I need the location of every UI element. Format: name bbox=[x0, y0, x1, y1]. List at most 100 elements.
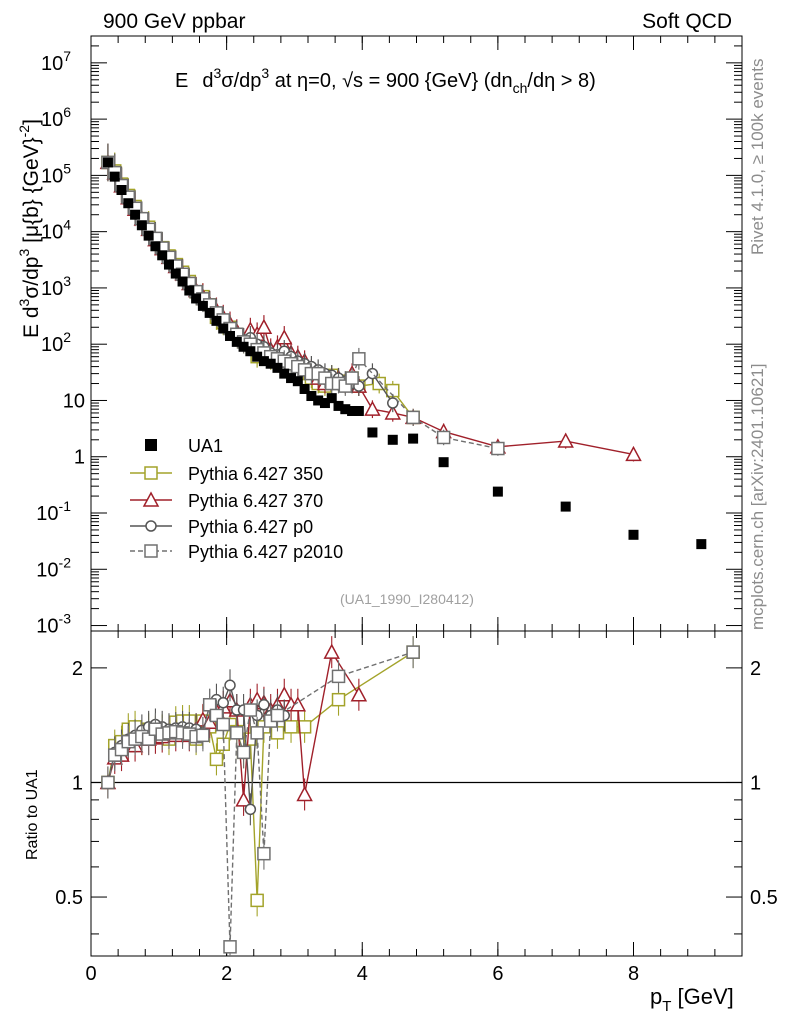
ratio-y-label: Ratio to UA1 bbox=[24, 769, 41, 860]
series-4 bbox=[101, 143, 505, 456]
ratio-point bbox=[101, 775, 115, 790]
x-axis-label: pT [GeV] bbox=[650, 984, 734, 1015]
header-left: 900 GeV ppbar bbox=[103, 10, 245, 33]
data-point bbox=[628, 529, 639, 540]
title-part-end: /dη > 8) bbox=[527, 70, 595, 92]
legend: UA1 Pythia 6.427 350 Pythia 6.427 370 Pythi… bbox=[130, 436, 343, 562]
ylabel-c: σ/dp bbox=[20, 257, 43, 299]
data-point bbox=[625, 445, 642, 462]
data-point bbox=[347, 405, 358, 416]
ylabel-f: -2 bbox=[16, 125, 32, 138]
legend-label: Pythia 6.427 p2010 bbox=[188, 542, 343, 562]
ratio-point bbox=[223, 940, 237, 954]
ratio-axis-ticks: 0 2 4 6 8 0.5 0.5 1 1 2 2 bbox=[55, 631, 778, 985]
legend-marker bbox=[145, 439, 157, 451]
data-point bbox=[177, 276, 188, 287]
ratio-point bbox=[141, 732, 156, 746]
y-tick-label: 10-3 bbox=[36, 611, 71, 638]
ratio-point bbox=[270, 708, 285, 723]
legend-marker bbox=[144, 466, 158, 480]
ratio-point bbox=[217, 696, 229, 709]
x-tick-label: 4 bbox=[357, 963, 368, 985]
title-part-d: d bbox=[202, 70, 213, 92]
data-point bbox=[238, 341, 249, 352]
data-point bbox=[204, 307, 215, 318]
y-tick-label: 10 bbox=[63, 390, 85, 412]
legend-label: Pythia 6.427 350 bbox=[188, 464, 323, 484]
series-line bbox=[107, 162, 394, 404]
xlabel-p: p bbox=[650, 984, 662, 1009]
data-point bbox=[326, 393, 337, 404]
ratio-point bbox=[323, 643, 340, 659]
y-tick-label: 10-2 bbox=[36, 554, 71, 581]
ratio-series-3 bbox=[101, 636, 420, 956]
y-tick-label: 103 bbox=[41, 273, 71, 300]
data-point bbox=[163, 259, 174, 270]
data-point bbox=[157, 250, 168, 261]
data-point bbox=[364, 400, 381, 416]
data-point bbox=[319, 398, 330, 409]
header-right: Soft QCD bbox=[642, 10, 732, 33]
ratio-point bbox=[257, 846, 271, 861]
ratio-point bbox=[216, 717, 230, 732]
series-2 bbox=[99, 143, 642, 462]
series-line bbox=[107, 162, 499, 450]
y-tick-label: 104 bbox=[41, 217, 71, 244]
x-tick-label: 0 bbox=[85, 963, 96, 985]
ylabel-a: E d bbox=[20, 306, 43, 338]
ratio-point bbox=[209, 752, 224, 767]
legend-marker bbox=[144, 544, 158, 558]
data-point bbox=[136, 220, 147, 231]
ratio-line bbox=[107, 651, 414, 901]
y-tick-label: 1 bbox=[74, 447, 85, 469]
ratio-point bbox=[250, 726, 264, 740]
data-point bbox=[225, 330, 236, 341]
legend-label: UA1 bbox=[188, 436, 223, 456]
series-1 bbox=[101, 143, 420, 426]
data-point bbox=[313, 395, 324, 406]
ratio-point bbox=[296, 785, 313, 802]
data-point bbox=[557, 432, 574, 448]
main-series-layer bbox=[99, 143, 707, 550]
data-point bbox=[197, 300, 208, 311]
data-point bbox=[560, 501, 571, 512]
data-point bbox=[352, 352, 366, 366]
x-tick-label: 6 bbox=[492, 963, 503, 985]
main-axis-ticks: 10-3 10-2 10-1 1 10 102 103 104 105 106 107 bbox=[36, 35, 742, 638]
title-part-energy: = 900 {GeV} (dn bbox=[363, 70, 513, 92]
analysis-watermark: (UA1_1990_I280412) bbox=[340, 591, 474, 607]
data-point bbox=[345, 371, 359, 385]
data-point bbox=[102, 157, 113, 168]
data-point bbox=[191, 293, 202, 304]
data-point bbox=[184, 285, 195, 296]
title-part-E: E bbox=[175, 70, 188, 92]
data-point bbox=[245, 346, 256, 357]
y-tick-label: 105 bbox=[41, 160, 71, 187]
data-point bbox=[272, 362, 283, 373]
ratio-point bbox=[284, 720, 298, 734]
data-point bbox=[340, 404, 351, 415]
ylabel-d: 3 bbox=[16, 249, 32, 257]
data-point bbox=[492, 486, 503, 497]
ratio-tick-label: 0.5 bbox=[55, 887, 83, 909]
data-point bbox=[150, 241, 161, 252]
ratio-point bbox=[202, 698, 217, 712]
ratio-point bbox=[406, 645, 420, 659]
ratio-point bbox=[243, 703, 258, 717]
ratio-point bbox=[224, 679, 236, 692]
data-point bbox=[299, 383, 310, 394]
ratio-tick-label-right: 2 bbox=[750, 658, 761, 680]
ratio-point bbox=[276, 686, 293, 702]
data-point bbox=[696, 539, 707, 550]
mcplots-label: mcplots.cern.ch [arXiv:2401.10621] bbox=[748, 364, 767, 630]
ratio-point bbox=[230, 726, 244, 740]
ratio-series-layer bbox=[99, 636, 420, 956]
y-tick-label: 106 bbox=[41, 104, 71, 131]
ratio-point bbox=[297, 720, 312, 734]
data-point bbox=[353, 405, 364, 416]
xlabel-T: T bbox=[662, 998, 671, 1015]
data-point bbox=[279, 368, 290, 379]
ratio-tick-label: 2 bbox=[72, 658, 83, 680]
